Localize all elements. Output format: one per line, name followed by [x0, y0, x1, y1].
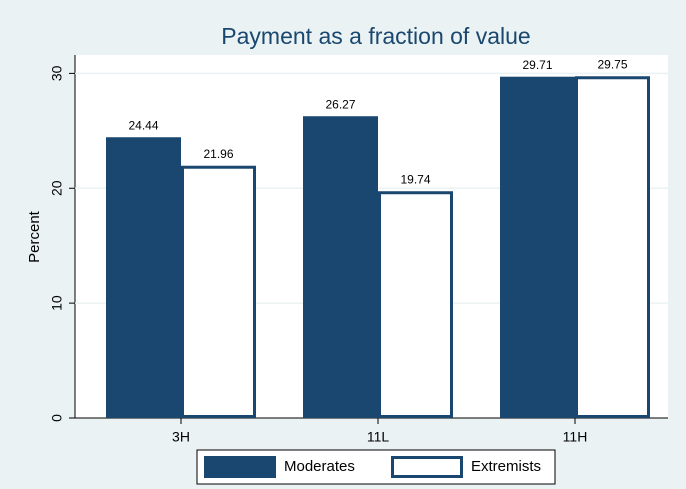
bar — [181, 165, 256, 418]
y-tick-label: 0 — [49, 414, 65, 422]
legend-label: Extremists — [471, 458, 541, 475]
x-tick-label: 3H — [172, 429, 190, 445]
x-tick-label: 11H — [563, 429, 588, 445]
legend-box — [196, 449, 556, 485]
x-tick-label: 11L — [367, 429, 390, 445]
y-tick-label: 10 — [49, 295, 65, 311]
bar — [303, 116, 378, 418]
value-label: 24.44 — [128, 118, 158, 132]
bar — [106, 137, 181, 419]
y-tick-label: 20 — [49, 180, 65, 196]
y-axis-label: Percent — [26, 210, 43, 263]
bar — [378, 191, 453, 418]
value-label: 19.74 — [400, 172, 430, 186]
value-label: 21.96 — [203, 147, 233, 161]
y-tick-label: 30 — [49, 65, 65, 81]
legend-swatch — [391, 456, 463, 478]
bar — [500, 76, 575, 418]
value-label: 29.71 — [522, 58, 552, 72]
bar — [575, 76, 650, 418]
legend-label: Moderates — [284, 458, 355, 475]
value-label: 29.75 — [597, 57, 627, 71]
chart-title: Payment as a fraction of value — [221, 23, 530, 49]
value-label: 26.27 — [325, 97, 355, 111]
legend-swatch — [204, 456, 276, 478]
